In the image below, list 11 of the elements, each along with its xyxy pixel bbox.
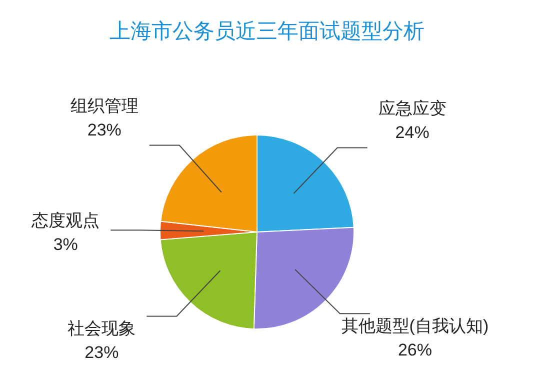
data-label: 23% <box>84 343 119 362</box>
slice-label: 组织管理 <box>70 96 138 116</box>
data-label: 24% <box>395 122 430 142</box>
slice-label: 社会现象 <box>68 319 136 338</box>
slice-label: 其他题型(自我认知) <box>341 316 489 336</box>
chart-title: 上海市公务员近三年面试题型分析 <box>110 20 424 43</box>
data-label: 3% <box>53 235 78 254</box>
slice-label: 应急应变 <box>378 98 446 118</box>
data-label: 23% <box>87 120 122 140</box>
slice-label: 态度观点 <box>30 211 100 230</box>
data-label: 26% <box>398 340 432 360</box>
